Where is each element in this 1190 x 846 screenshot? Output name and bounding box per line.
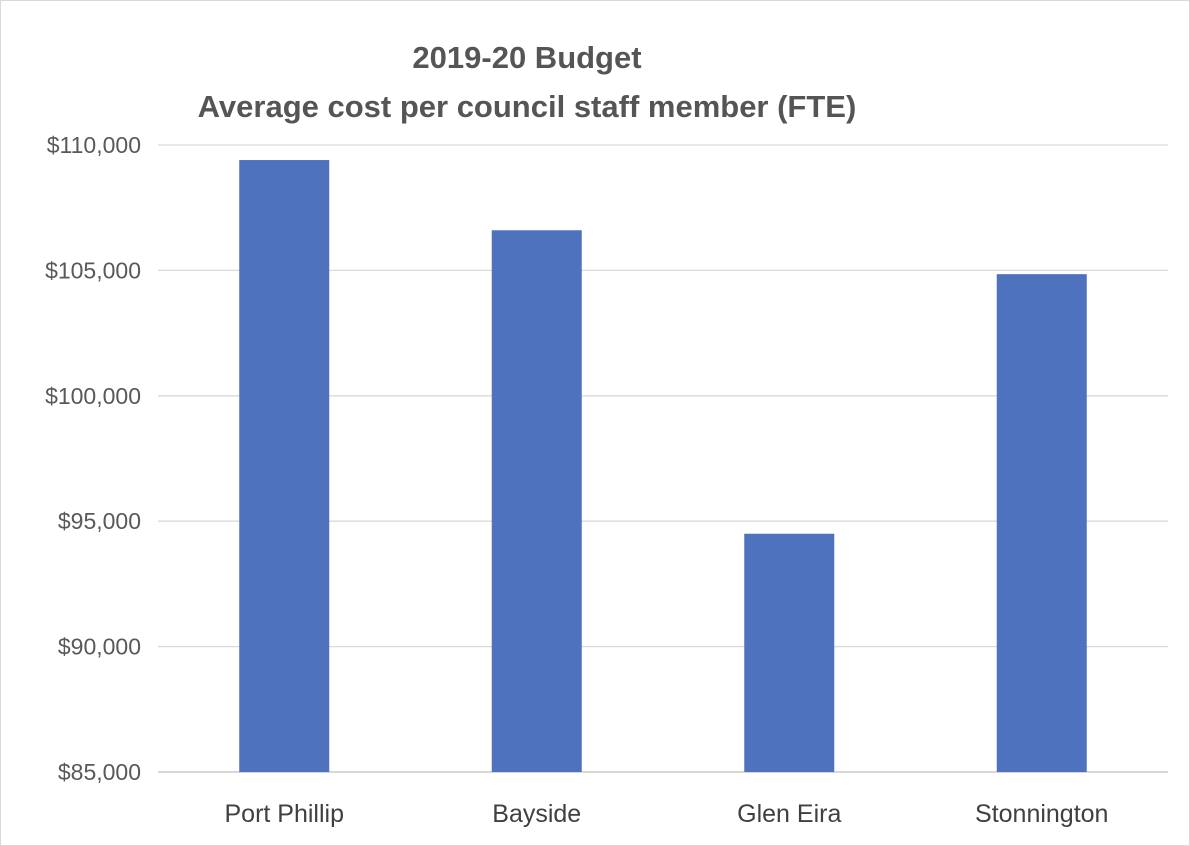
y-tick-label: $90,000 [58, 634, 141, 660]
bars [239, 160, 1087, 773]
x-category-label: Glen Eira [737, 800, 841, 828]
y-tick-label: $95,000 [58, 508, 141, 534]
x-category-label: Stonnington [975, 800, 1108, 828]
chart-subtitle: Average cost per council staff member (F… [198, 89, 857, 124]
y-tick-label: $85,000 [58, 759, 141, 785]
y-tick-label: $110,000 [47, 132, 141, 158]
bar [744, 533, 835, 772]
chart-title: 2019-20 Budget [412, 40, 641, 75]
x-category-label: Port Phillip [225, 800, 345, 828]
bar [996, 274, 1087, 772]
y-axis-ticks: $85,000 $90,000 $95,000 $100,000 $105,000 $11… [45, 132, 141, 785]
y-tick-label: $105,000 [45, 257, 141, 283]
x-axis-categories: Port Phillip Bayside Glen Eira Stonnington [225, 800, 1109, 828]
x-category-label: Bayside [492, 800, 581, 828]
y-tick-label: $100,000 [45, 383, 141, 409]
bar [239, 160, 330, 773]
bar [491, 230, 582, 773]
